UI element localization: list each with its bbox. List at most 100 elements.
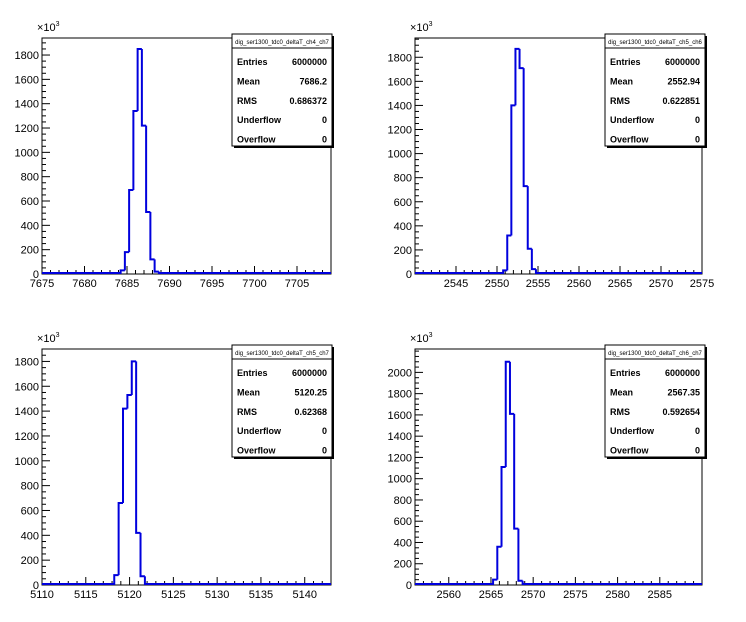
stats-label: Mean: [610, 387, 633, 397]
y-exponent-label: ×103: [37, 332, 60, 345]
x-tick-label: 7705: [285, 278, 309, 290]
stats-value: 6000000: [292, 57, 327, 67]
x-tick-label: 2575: [563, 589, 587, 601]
y-tick-label: 200: [394, 559, 412, 571]
stats-value: 0: [695, 426, 700, 436]
y-tick-label: 400: [394, 221, 412, 233]
pad-top-left: 0 200 400 600 800 1000 1200 1400 1600 1800 7675 768…: [15, 21, 334, 290]
y-tick-label: 800: [21, 481, 39, 493]
stats-value: 0.62368: [294, 407, 327, 417]
y-exponent-label: ×103: [37, 21, 60, 34]
y-tick-label: 1400: [388, 100, 412, 112]
x-tick-label: 7690: [157, 278, 181, 290]
stats-value: 0.686372: [289, 96, 327, 106]
histogram-bin: [517, 528, 523, 582]
stats-box-title: dig_ser1300_tdc0_deltaT_ch5_ch6: [608, 40, 702, 46]
histogram-bin: [145, 125, 151, 213]
pad-bottom-left: 0 200 400 600 800 1000 1200 1400 1600 1800 5110 511…: [15, 332, 334, 601]
histogram-bin: [492, 578, 498, 585]
y-tick-label: 1200: [15, 123, 39, 135]
stats-value: 0: [695, 135, 700, 145]
y-exponent-power: 3: [429, 21, 433, 28]
y-tick-label: 200: [21, 245, 39, 257]
stats-value: 0: [695, 115, 700, 125]
stats-label: Overflow: [237, 135, 277, 145]
y-tick-label: 1000: [15, 147, 39, 159]
stats-value: 5120.25: [294, 387, 327, 397]
y-tick-label: 1200: [388, 125, 412, 137]
stats-value: 6000000: [292, 368, 327, 378]
x-tick-label: 5110: [30, 589, 54, 601]
y-exponent-base: ×10: [410, 22, 429, 34]
stats-value: 0: [322, 446, 327, 456]
histogram-bin: [117, 502, 124, 576]
y-tick-label: 1600: [388, 76, 412, 88]
histogram-bin: [502, 269, 508, 274]
y-tick-label: 0: [406, 269, 412, 281]
histogram-bin: [506, 234, 512, 271]
x-tick-label: 5135: [249, 589, 273, 601]
histogram-bin: [123, 251, 130, 271]
pad-top-right: 0 200 400 600 800 1000 1200 1400 1600 1800 2545 255…: [388, 21, 715, 290]
histogram-bin: [504, 360, 510, 467]
x-tick-label: 7675: [30, 278, 54, 290]
stats-box-title: dig_ser1300_tdc0_deltaT_ch6_ch7: [608, 351, 702, 357]
y-exponent-power: 3: [429, 332, 433, 339]
y-exponent-power: 3: [56, 21, 60, 28]
histogram-bin: [119, 269, 125, 274]
stats-label: RMS: [237, 407, 257, 417]
stats-label: RMS: [610, 407, 630, 417]
stats-label: Underflow: [610, 115, 655, 125]
stats-label: Mean: [610, 76, 633, 86]
x-tick-label: 2560: [567, 278, 591, 290]
stats-value: 6000000: [665, 368, 700, 378]
y-tick-label: 800: [394, 173, 412, 185]
x-tick-label: 5140: [292, 589, 316, 601]
y-tick-label: 1400: [388, 431, 412, 443]
y-tick-label: 1800: [388, 52, 412, 64]
stats-box: [604, 33, 706, 147]
y-tick-label: 800: [394, 495, 412, 507]
histogram-bin: [153, 259, 159, 273]
stats-label: Entries: [237, 57, 268, 67]
stats-label: Overflow: [610, 135, 650, 145]
y-tick-label: 0: [33, 269, 39, 281]
x-tick-label: 7680: [72, 278, 96, 290]
y-exponent-base: ×10: [410, 333, 429, 345]
stats-box-title: dig_ser1300_tdc0_deltaT_ch5_ch7: [235, 351, 329, 357]
x-tick-label: 7695: [200, 278, 224, 290]
y-tick-label: 1200: [388, 452, 412, 464]
histogram-bin: [500, 466, 506, 547]
y-tick-label: 200: [394, 245, 412, 257]
y-tick-label: 0: [33, 580, 39, 592]
stats-label: Underflow: [237, 115, 282, 125]
stats-label: Mean: [237, 387, 260, 397]
x-tick-label: 2585: [648, 589, 672, 601]
x-tick-label: 2575: [690, 278, 714, 290]
x-tick-label: 5130: [205, 589, 229, 601]
stats-value: 2552.94: [667, 76, 700, 86]
stats-label: Mean: [237, 76, 260, 86]
histogram-bin: [526, 186, 532, 250]
histogram-bin: [508, 361, 515, 415]
y-tick-label: 800: [21, 172, 39, 184]
histogram-bin: [514, 47, 520, 106]
x-tick-label: 2550: [485, 278, 509, 290]
histogram-bin: [140, 48, 147, 127]
y-exponent-base: ×10: [37, 333, 56, 345]
y-exponent-base: ×10: [37, 22, 56, 34]
stats-value: 6000000: [665, 57, 700, 67]
y-tick-label: 1400: [15, 406, 39, 418]
stats-label: RMS: [237, 96, 257, 106]
histogram-bin: [510, 104, 516, 236]
x-tick-label: 2565: [479, 589, 503, 601]
histogram-bin: [130, 360, 137, 395]
y-tick-label: 1000: [388, 474, 412, 486]
y-tick-label: 1000: [15, 456, 39, 468]
stats-label: Overflow: [610, 446, 650, 456]
y-tick-label: 600: [394, 197, 412, 209]
y-tick-label: 600: [21, 196, 39, 208]
histogram-bin: [135, 361, 141, 534]
histogram-bin: [122, 407, 128, 504]
